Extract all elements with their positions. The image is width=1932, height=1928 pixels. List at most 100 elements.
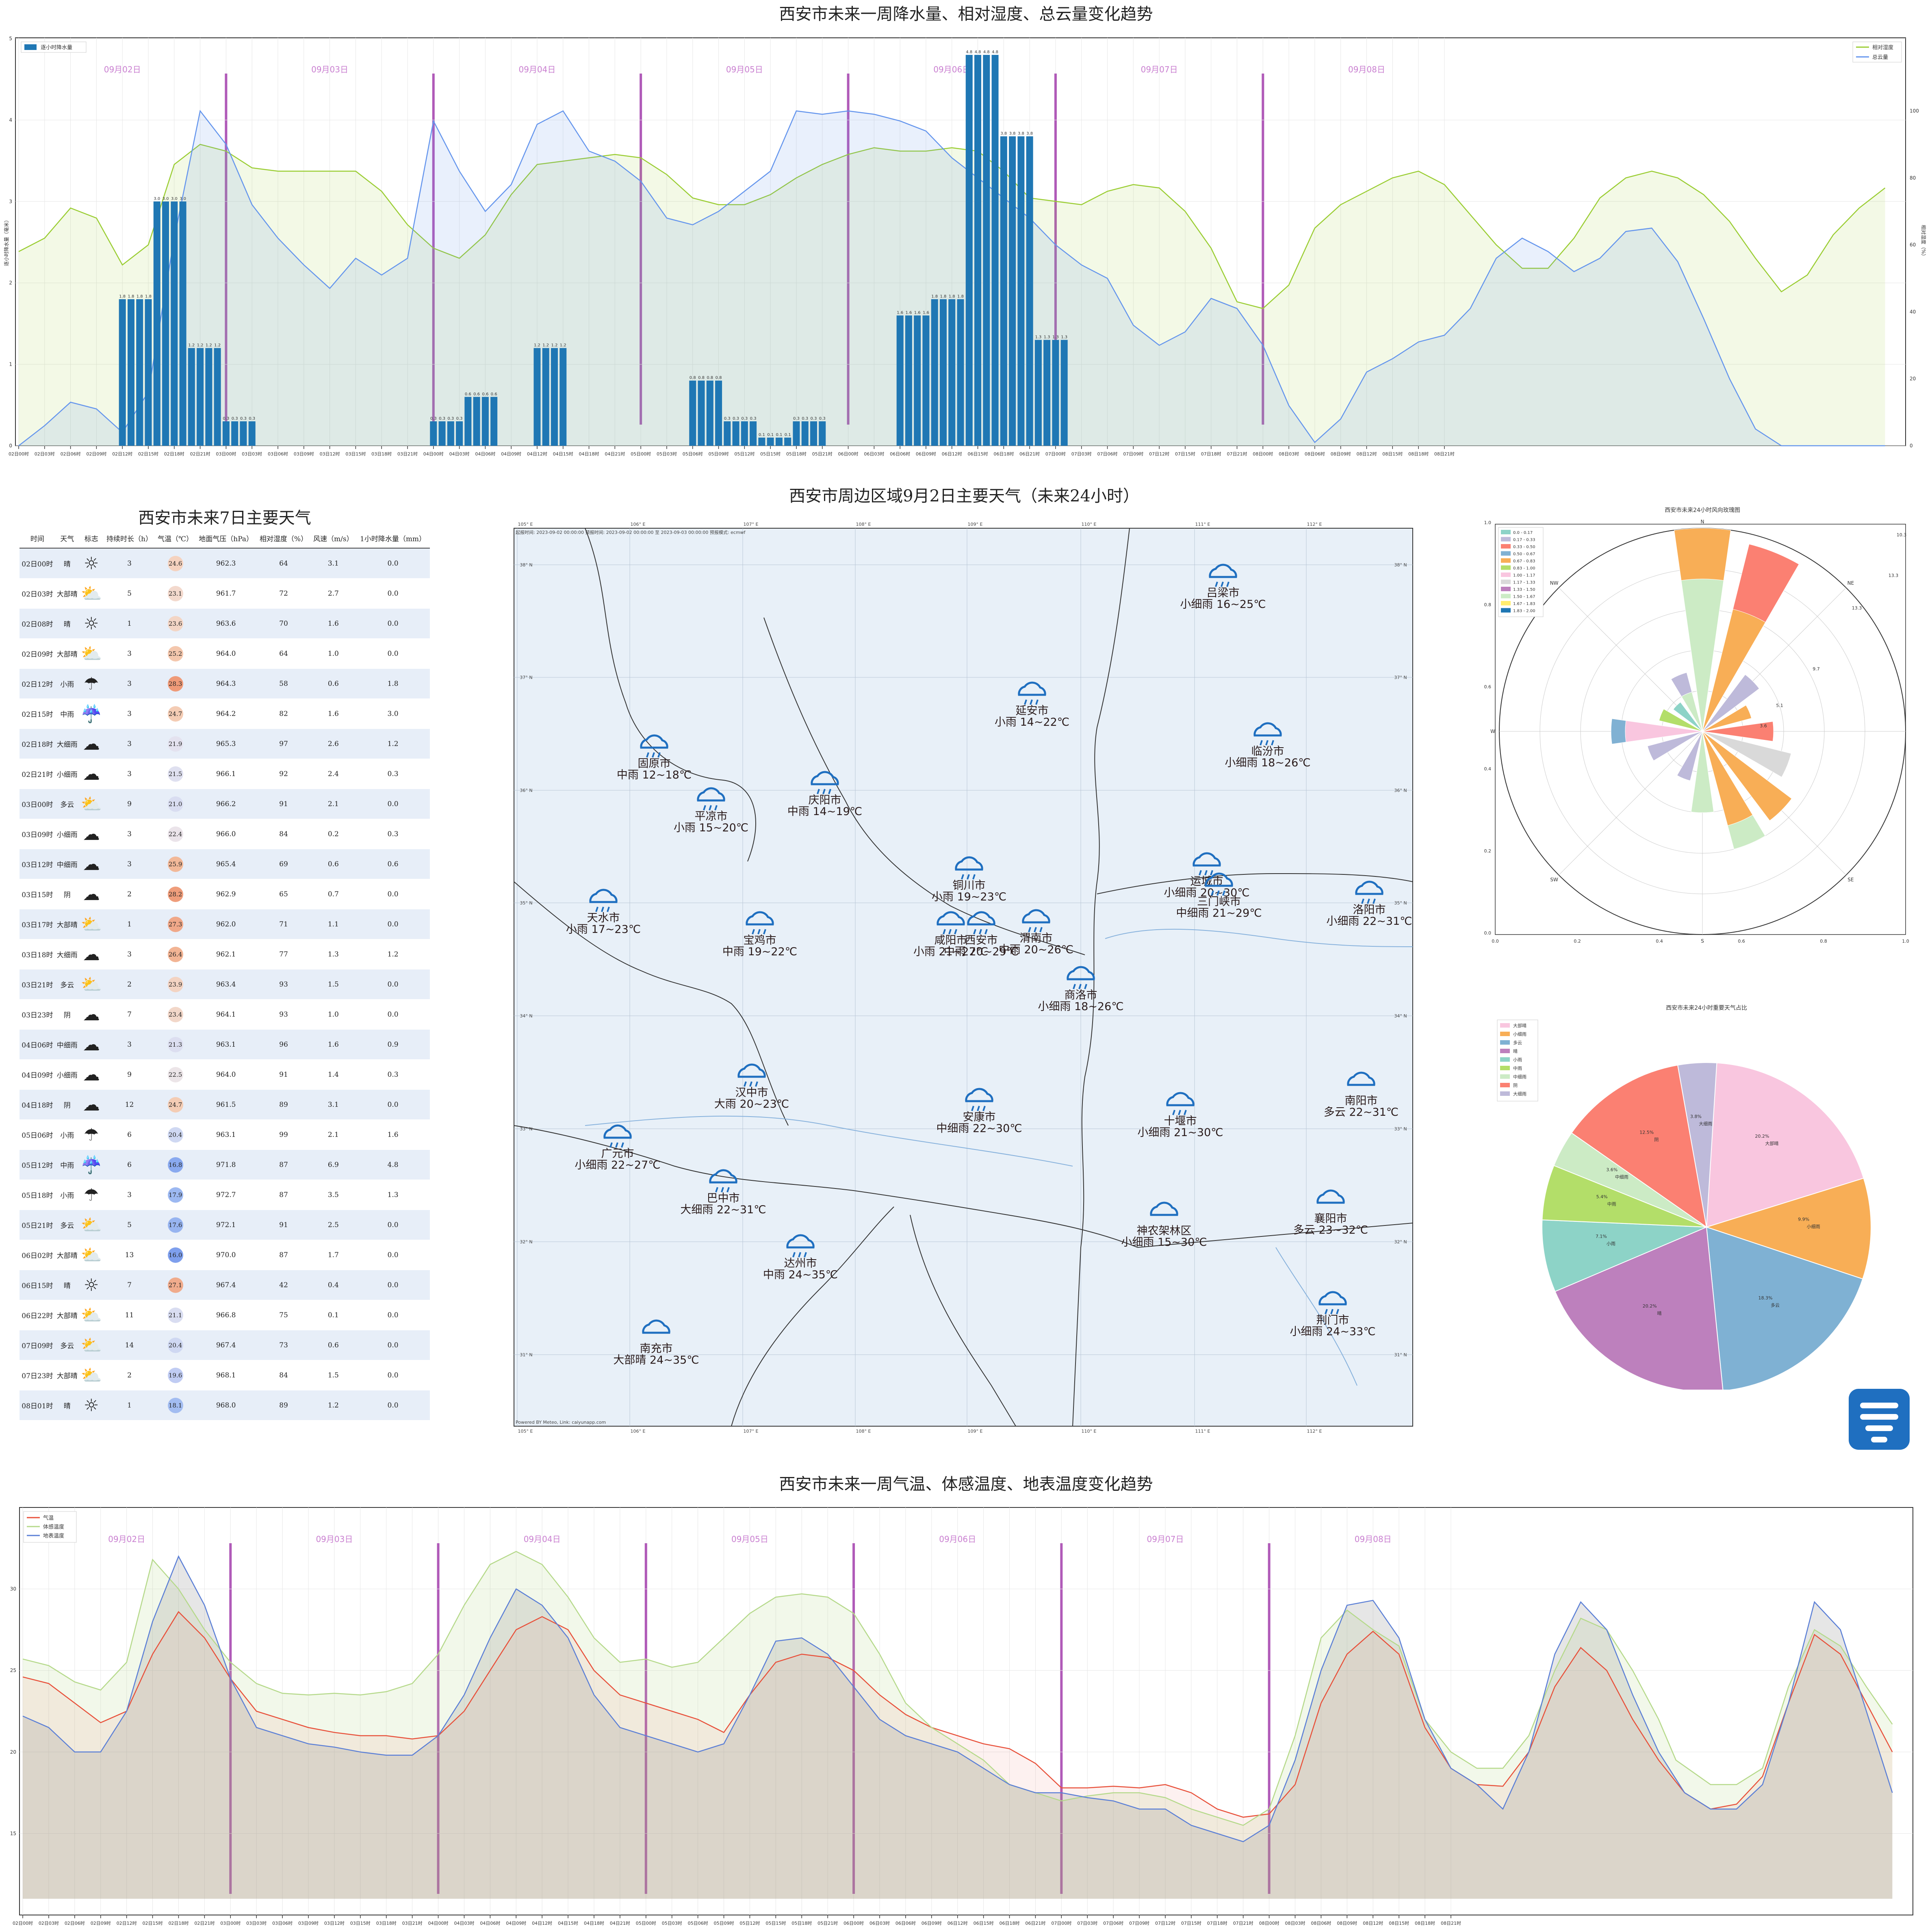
rain-cell: 1.3 — [356, 1180, 430, 1210]
duration-cell: 3 — [103, 819, 156, 849]
temp-x-tick-label: 02日09时 — [91, 1921, 111, 1926]
pie-legend-label: 小雨 — [1513, 1057, 1522, 1063]
partly-cloudy-icon: ⛅ — [80, 794, 102, 814]
precip-y-tick-label: 0 — [9, 443, 12, 449]
map-city-name: 临汾市 — [1251, 745, 1284, 758]
rain-cell: 0.0 — [356, 1390, 430, 1421]
map-city-name: 南充市 — [640, 1342, 673, 1355]
weather-cell: 中雨 — [55, 1149, 79, 1180]
wind-rose-value-label: 5.1 — [1776, 703, 1783, 708]
app-logo — [1849, 1389, 1910, 1450]
wind-rose-legend-swatch — [1501, 594, 1511, 599]
temp-x-tick-label: 03日06时 — [272, 1921, 293, 1926]
map-city-name: 安康市 — [963, 1111, 996, 1123]
temperature-badge: 24.7 — [167, 706, 183, 722]
sun-icon: ☼ — [83, 1275, 99, 1295]
wind-rose-y-tick: 0.2 — [1484, 848, 1492, 854]
drizzle-icon-drop — [1330, 1309, 1334, 1314]
precip-bar — [758, 437, 765, 446]
temp-x-tick-label: 08日06时 — [1311, 1921, 1331, 1926]
partly-cloudy-icon — [1347, 1071, 1375, 1086]
map-lon-label: 111° E — [1195, 1429, 1210, 1434]
sun-icon: ☼ — [83, 613, 99, 633]
map-city-forecast: 中雨 12~18℃ — [617, 769, 692, 781]
table-row: 03日12时 中细雨 ☁ 3 25.9 965.4 69 0.6 0.6 — [20, 849, 430, 879]
map-lat-label: 38° N — [1394, 562, 1407, 568]
partly-cloudy-icon: ⛅ — [80, 1214, 102, 1235]
table-row: 07日09时 多云 ⛅ 14 20.4 967.4 73 0.6 0.0 — [20, 1330, 430, 1360]
humidity-cell: 69 — [256, 849, 311, 879]
wind-rose-petal — [1702, 674, 1760, 732]
precip-bar-label: 1.6 — [905, 310, 912, 315]
drizzle-icon — [1355, 881, 1383, 904]
pie-legend-swatch — [1500, 1040, 1510, 1045]
drizzle-icon-drop — [1271, 740, 1274, 746]
wind-rose-legend-label: 0.50 - 0.67 — [1513, 552, 1535, 557]
humidity-cell: 70 — [256, 608, 311, 639]
precip-bar — [1009, 136, 1016, 446]
precip-bar — [965, 55, 973, 446]
map-lon-label: 108° E — [856, 522, 871, 527]
rain-cell: 0.0 — [356, 1330, 430, 1360]
precip-x-tick-label: 04日18时 — [579, 451, 599, 457]
rain-icon-drop — [714, 805, 718, 811]
precip-bar — [715, 380, 722, 446]
temperature-badge: 23.4 — [167, 1006, 183, 1022]
time-cell: 03日15时 — [20, 879, 55, 909]
wind-rose-legend-swatch — [1501, 587, 1511, 591]
table-row: 03日18时 大细雨 ☁ 3 26.4 962.1 77 1.3 1.2 — [20, 939, 430, 969]
drizzle-icon-shape — [1318, 1291, 1347, 1306]
precip-bar-label: 4.8 — [983, 50, 990, 54]
temp-x-tick-label: 04日03时 — [454, 1921, 474, 1926]
precip-x-tick-label: 07日06时 — [1097, 451, 1118, 457]
drizzle-icon-drop — [1172, 1110, 1175, 1115]
feel-temp-legend-label: 体感温度 — [43, 1524, 64, 1530]
rain-cell: 0.0 — [356, 578, 430, 609]
wind-cell: 1.4 — [310, 1059, 356, 1090]
weather-cell: 大部晴 — [55, 1360, 79, 1390]
map-lon-label: 111° E — [1195, 522, 1210, 527]
drizzle-icon-drop — [1260, 740, 1263, 746]
pie-slice-value: 12.5% — [1639, 1130, 1654, 1135]
precip-bar-label: 1.6 — [923, 310, 929, 315]
weather-icon-cell: ☼ — [79, 1390, 104, 1421]
wind-direction-label: W — [1490, 729, 1495, 734]
table-row: 04日06时 中细雨 ☁ 3 21.3 963.1 96 1.6 0.9 — [20, 1029, 430, 1060]
weather-cell: 多云 — [55, 1330, 79, 1360]
weather-share-pie-chart: 西安市未来24小时重要天气占比大部晴20.2%小细雨9.9%多云18.3%晴20… — [1497, 1004, 1871, 1390]
river-line — [1105, 928, 1413, 947]
temp-x-tick-label: 06日15时 — [974, 1921, 994, 1926]
precip-bar-label: 0.6 — [482, 392, 488, 397]
precip-x-tick-label: 08日18时 — [1408, 451, 1429, 457]
humidity-cell: 89 — [256, 1390, 311, 1421]
wind-rose-petal — [1702, 731, 1792, 821]
humidity-cell: 42 — [256, 1270, 311, 1300]
humidity-cell: 73 — [256, 1330, 311, 1360]
precip-x-tick-label: 03日21时 — [397, 451, 418, 457]
temperature-chart: 02日00时 02日03时 02日06时 02日09时 02日12时 02日15时 02日1… — [10, 1507, 1913, 1926]
precip-bar-label: 0.8 — [707, 376, 713, 380]
time-cell: 03日09时 — [20, 819, 55, 849]
weather-icon-cell: ⛅ — [79, 1330, 104, 1360]
wind-rose-petal — [1681, 692, 1703, 732]
pie-slice-label: 小雨 — [1607, 1241, 1615, 1247]
precip-bar — [1043, 340, 1051, 446]
precip-x-tick-label: 02日06时 — [61, 451, 81, 457]
precip-legend-swatch — [24, 44, 37, 50]
rain-cell: 0.0 — [356, 1240, 430, 1270]
wind-cell: 0.6 — [310, 668, 356, 699]
precip-x-tick-label: 02日03时 — [35, 451, 55, 457]
wind-rose-legend-label: 1.33 - 1.50 — [1513, 588, 1535, 592]
rain-cell: 0.0 — [356, 1210, 430, 1240]
rain-icon-drop — [646, 752, 649, 758]
time-cell: 07日23时 — [20, 1360, 55, 1390]
drizzle-icon-drop — [1199, 870, 1202, 876]
precip-x-tick-label: 02日21时 — [190, 451, 210, 457]
rain-cell: 0.0 — [356, 909, 430, 939]
drizzle-moderate-icon: ☁ — [82, 854, 100, 874]
precip-bar-label: 0.1 — [776, 433, 782, 437]
pie-slice-value: 7.1% — [1596, 1234, 1607, 1239]
table-header-cell: 气温（℃） — [155, 528, 195, 549]
duration-cell: 3 — [103, 759, 156, 789]
